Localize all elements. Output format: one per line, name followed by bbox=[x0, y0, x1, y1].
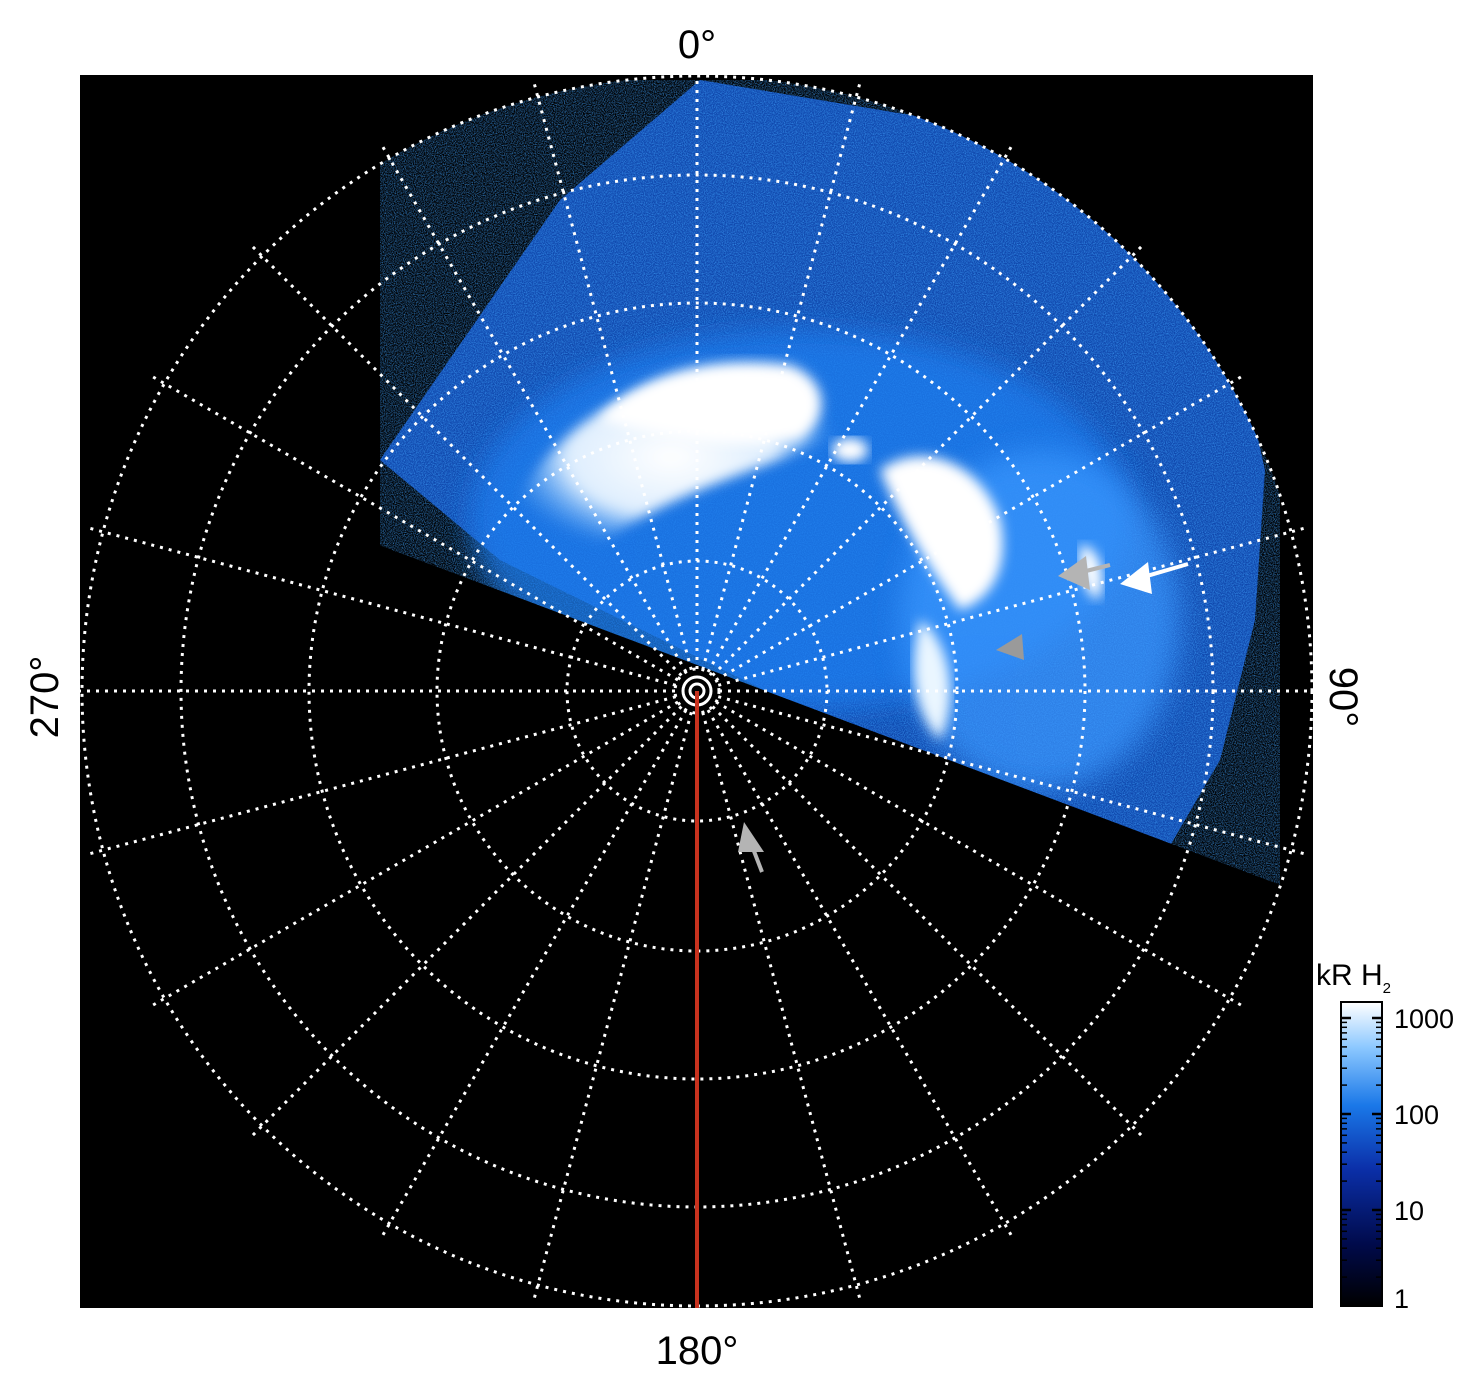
auroral-emission bbox=[380, 80, 1280, 900]
grid-spoke bbox=[706, 144, 1014, 673]
grid-spoke bbox=[711, 244, 1144, 677]
label-270-deg: 270° bbox=[23, 656, 67, 739]
grid-spoke bbox=[250, 705, 683, 1138]
grid-spoke bbox=[717, 695, 1306, 856]
grid-spoke bbox=[88, 695, 677, 856]
colorbar-tick-1000: 1000 bbox=[1394, 1004, 1454, 1034]
grid-spoke bbox=[380, 144, 688, 673]
label-90-deg: 90° bbox=[1321, 667, 1365, 728]
colorbar-unit-label: kR H2 bbox=[1316, 959, 1391, 997]
label-180-deg: 180° bbox=[656, 1329, 739, 1373]
annotation-arrows bbox=[738, 556, 1189, 873]
grid-spoke bbox=[711, 705, 1144, 1138]
gray-arrow bbox=[996, 634, 1024, 660]
colorbar-tick-1: 1 bbox=[1394, 1284, 1409, 1314]
colorbar-tick-10: 10 bbox=[1394, 1196, 1424, 1226]
grid-spoke bbox=[150, 700, 679, 1008]
grid-spoke bbox=[706, 709, 1014, 1238]
grid-spoke bbox=[717, 526, 1306, 687]
grid-circle bbox=[435, 429, 959, 953]
colorbar-tick-100: 100 bbox=[1394, 1100, 1439, 1130]
polar-grid bbox=[80, 75, 1313, 1308]
grid-spoke bbox=[532, 82, 693, 671]
colorbar: kR H2 1000 100 10 1 bbox=[1316, 959, 1454, 1314]
gray-arrow bbox=[738, 822, 764, 873]
grid-spoke bbox=[380, 709, 688, 1238]
grid-spoke bbox=[701, 82, 862, 671]
label-0-deg: 0° bbox=[678, 23, 716, 67]
grid-spoke bbox=[88, 526, 677, 687]
white-arrow bbox=[1120, 562, 1189, 594]
grid-spoke bbox=[150, 374, 679, 682]
gray-arrow bbox=[1058, 556, 1111, 590]
grid-spoke bbox=[715, 700, 1244, 1008]
grid-spoke bbox=[532, 711, 693, 1300]
grid-spoke bbox=[250, 244, 683, 677]
grid-circle bbox=[307, 301, 1087, 1081]
grid-spoke bbox=[701, 711, 862, 1300]
grid-spoke bbox=[715, 374, 1244, 682]
colorbar-gradient bbox=[1340, 1001, 1383, 1307]
